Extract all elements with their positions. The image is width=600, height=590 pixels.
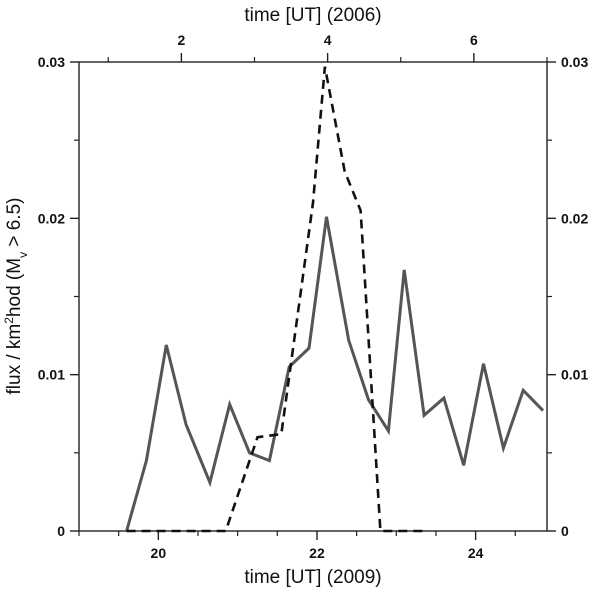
y-axis-title-part-2: hod (M [4,258,25,317]
y-axis-title-sub: v [16,252,30,258]
y-left-tick-label: 0 [57,523,65,539]
y-left-tick-label: 0.02 [38,210,65,226]
ticks-layer: 20 22 242 4 60 00.01 0.010.02 0.020.03 0.03 [38,32,589,561]
y-axis-title: flux / km2hod (Mv > 6.5) [2,198,30,395]
series-solid-line [125,216,545,532]
y-right-tick-label: 0.02 [561,210,588,226]
series-layer [125,66,545,533]
x-bottom-tick-label: 24 [468,545,484,561]
x-bottom-tick-label: 22 [309,545,325,561]
y-right-tick-label: 0.01 [561,367,588,383]
y-axis-title-part-1: flux / km [4,324,25,395]
x-top-tick-label: 4 [324,32,332,48]
y-left-tick-label: 0.01 [38,367,65,383]
x-axis-title-bottom: time [UT] (2009) [244,567,381,588]
x-top-tick-label: 2 [177,32,185,48]
y-right-tick-label: 0.03 [561,54,588,70]
y-left-tick-label: 0.03 [38,54,65,70]
x-axis-title-top: time [UT] (2006) [244,5,381,26]
y-axis-title-sup: 2 [2,317,16,324]
plot-frame [78,61,548,532]
x-top-tick-label: 6 [470,32,478,48]
y-right-tick-label: 0 [561,523,569,539]
y-axis-title-part-3: > 6.5) [4,198,25,252]
series-dashed-line [126,66,428,533]
x-bottom-tick-label: 20 [151,545,167,561]
